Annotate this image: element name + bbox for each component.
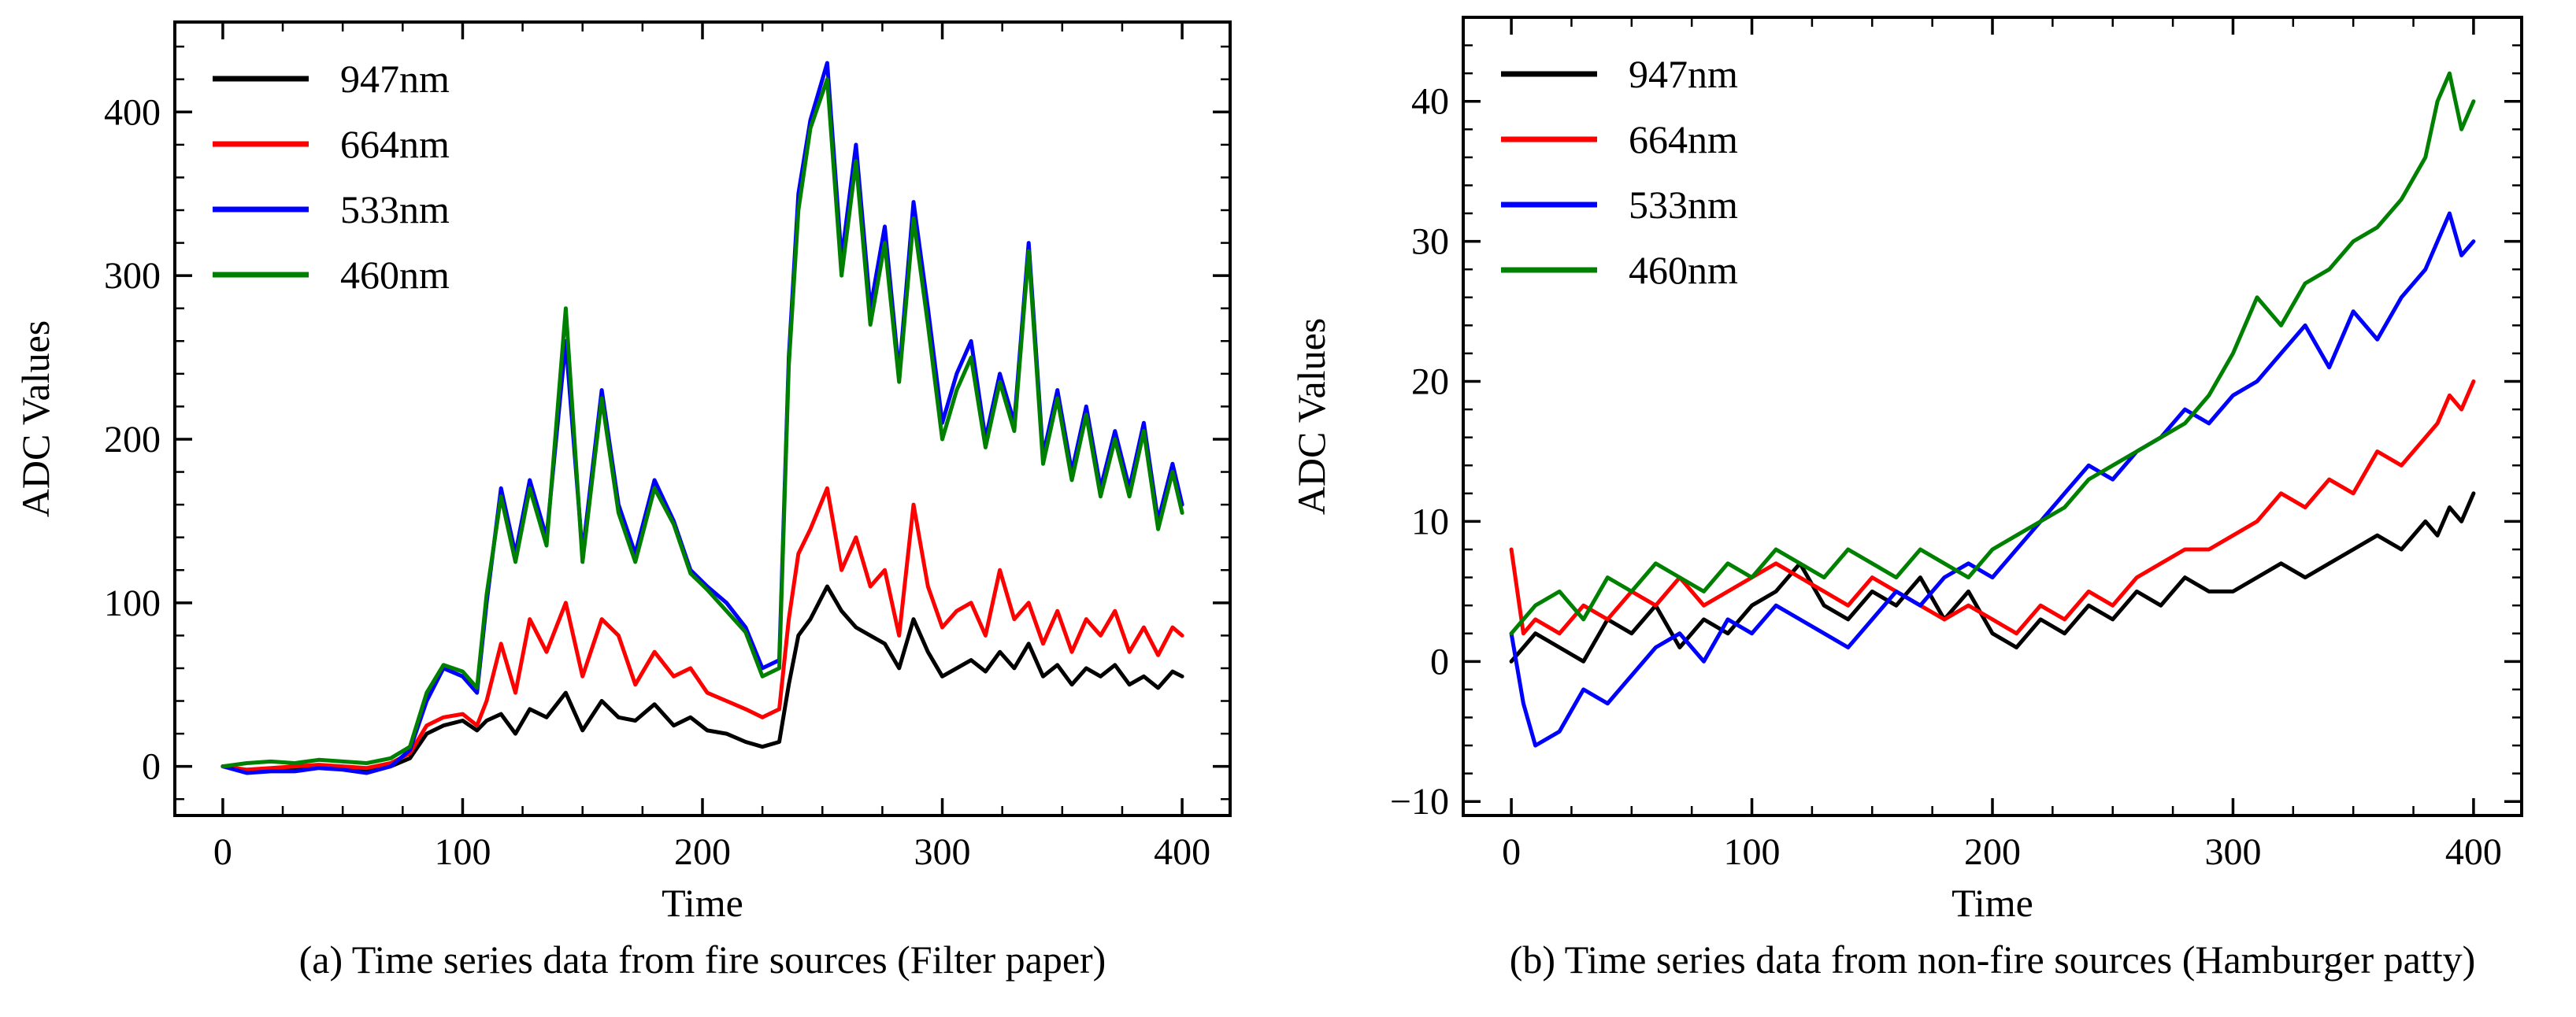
series-line-460nm: [1509, 71, 2476, 636]
y-tick-label: 10: [1411, 501, 1449, 542]
y-tick-label: 0: [142, 746, 161, 788]
legend-label-460nm: 460nm: [340, 253, 450, 297]
legend-label-460nm: 460nm: [1629, 248, 1738, 292]
figure-caption: (b) Time series data from non-fire sourc…: [1510, 937, 2476, 982]
chart-b: 0 100 200 300 400 −10 0 10 20 30 40 Time ADC Values (…: [1289, 16, 2523, 982]
y-tick-label: 400: [104, 91, 161, 133]
y-tick-label: 0: [1430, 641, 1449, 682]
x-tick-label: 100: [1724, 831, 1781, 873]
legend-label-947nm: 947nm: [340, 57, 450, 101]
legend: 947nm 664nm 533nm 460nm: [213, 57, 450, 297]
y-tick-label: 100: [104, 582, 161, 624]
series-line-947nm: [221, 584, 1184, 774]
y-axis-title: ADC Values: [13, 320, 57, 517]
chart-a: 0 100 200 300 400 0 100 200 300 400 Time ADC Values…: [13, 20, 1232, 982]
series-group: [221, 61, 1184, 775]
x-tick-label: 100: [434, 831, 491, 873]
x-tick-label: 400: [1154, 831, 1210, 873]
series-line-460nm: [221, 77, 1184, 769]
y-tick-label: 200: [104, 419, 161, 460]
legend-label-533nm: 533nm: [1629, 183, 1738, 227]
series-group: [1509, 71, 2476, 748]
plot-frame: [173, 20, 1232, 817]
legend: 947nm 664nm 533nm 460nm: [1501, 52, 1738, 292]
x-tick-label: 300: [2204, 831, 2261, 873]
y-tick-label: 20: [1411, 361, 1449, 403]
x-tick-label: 300: [914, 831, 971, 873]
series-line-533nm: [1509, 211, 2476, 748]
y-axis-title: ADC Values: [1289, 318, 1333, 515]
legend-label-533nm: 533nm: [340, 187, 450, 231]
legend-label-947nm: 947nm: [1629, 52, 1738, 96]
x-tick-label: 200: [674, 831, 731, 873]
x-tick-label: 0: [213, 831, 232, 873]
legend-label-664nm: 664nm: [340, 122, 450, 166]
y-tick-label: −10: [1390, 781, 1449, 823]
figure-caption: (a) Time series data from fire sources (…: [299, 937, 1106, 982]
y-tick-label: 300: [104, 255, 161, 297]
legend-label-664nm: 664nm: [1629, 117, 1738, 161]
x-axis-title: Time: [662, 881, 743, 925]
x-tick-label: 200: [1964, 831, 2021, 873]
plot-frame: [1462, 16, 2523, 817]
y-tick-label: 40: [1411, 81, 1449, 123]
x-tick-label: 0: [1502, 831, 1521, 873]
x-axis-title: Time: [1951, 881, 2033, 925]
series-line-947nm: [1509, 491, 2476, 664]
x-tick-label: 400: [2445, 831, 2502, 873]
series-line-664nm: [1509, 379, 2476, 636]
series-line-664nm: [221, 486, 1184, 772]
y-tick-label: 30: [1411, 221, 1449, 263]
